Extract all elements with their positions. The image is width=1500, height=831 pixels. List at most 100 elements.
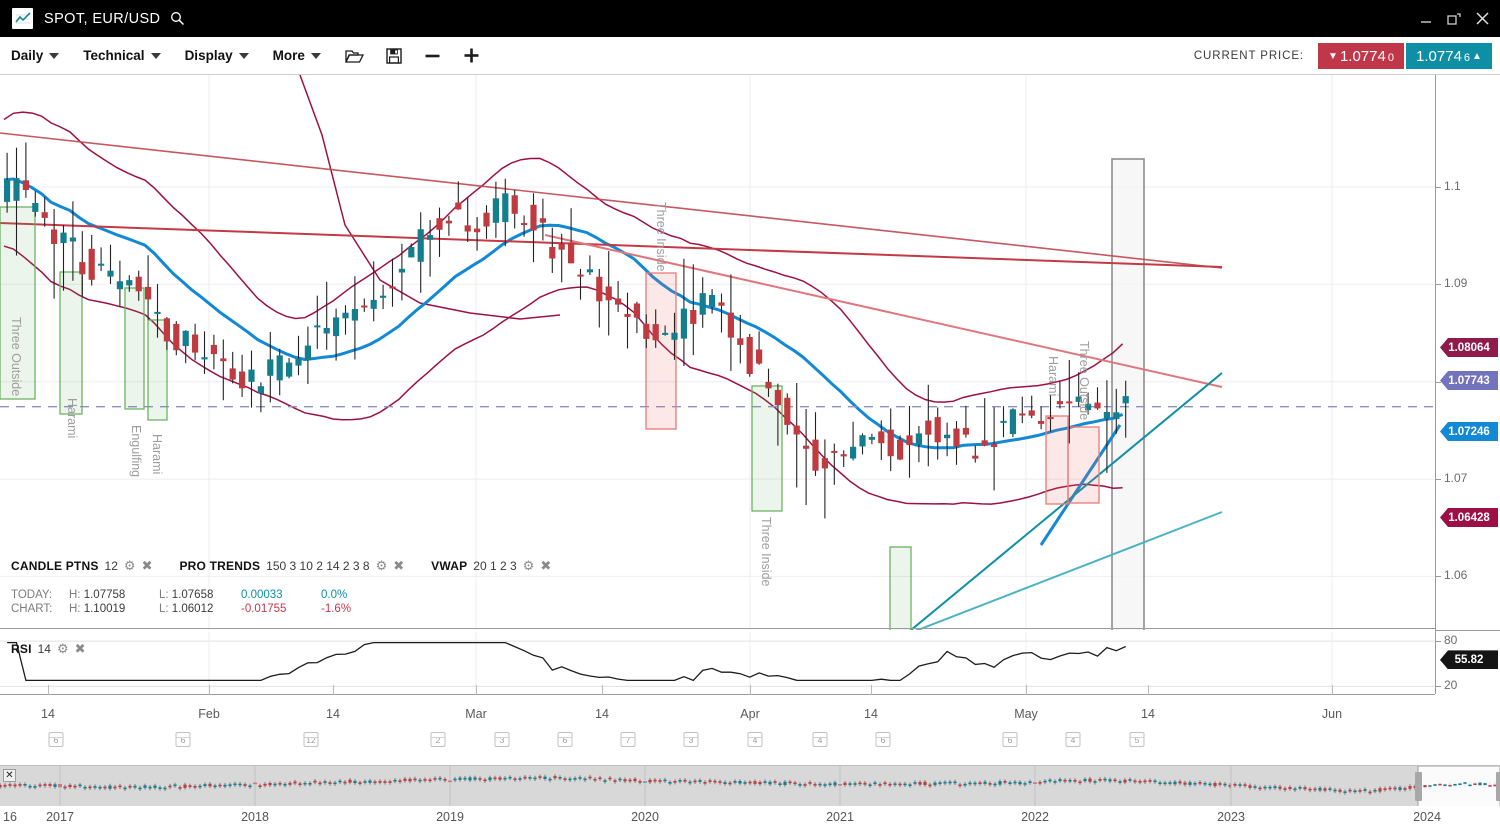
close-icon[interactable]: ✖	[74, 641, 86, 656]
navigator-year-label: 2022	[1021, 810, 1049, 824]
technical-menu[interactable]: Technical	[83, 48, 161, 63]
indicator-params: 12	[104, 559, 118, 573]
calendar-event-badge[interactable]: 5	[1129, 732, 1145, 747]
ask-price-badge[interactable]: 1.0774 6 ▲	[1406, 43, 1492, 69]
rsi-panel[interactable]	[0, 632, 1435, 694]
close-icon[interactable]: ✖	[141, 558, 153, 573]
more-menu[interactable]: More	[273, 48, 321, 63]
high-label: H:	[69, 603, 81, 615]
vwap-upper-band-marker[interactable]: 1.08064	[1440, 338, 1498, 357]
zoom-in-icon[interactable]	[463, 47, 480, 64]
search-icon[interactable]	[170, 11, 185, 26]
range-navigator[interactable]: ✕	[0, 765, 1500, 808]
ask-price-value: 1.0774	[1416, 47, 1462, 65]
svg-text:Harami: Harami	[1046, 356, 1060, 396]
date-tick	[333, 685, 334, 695]
indicator-name: VWAP	[431, 559, 468, 573]
save-disk-icon[interactable]	[386, 47, 402, 64]
economic-calendar-row[interactable]: 6 6 12 2 3 6 7 3 4 4 6 6 4 5	[0, 732, 1435, 760]
change-value: 0.00033	[241, 589, 283, 601]
indicator-pro-trends[interactable]: PRO TRENDS 150 3 10 2 14 2 3 8 ⚙ ✖	[179, 558, 404, 574]
price-tick-label: 1.09	[1444, 276, 1468, 291]
table-row: CHART: H: 1.10019 L: 1.06012 -0.01755 -1…	[11, 602, 401, 616]
bid-price-badge[interactable]: ▼ 1.0774 0	[1318, 43, 1404, 69]
date-tick	[602, 685, 603, 695]
high-label: H:	[69, 589, 81, 601]
date-tick-label: 14	[1141, 707, 1155, 721]
indicator-candle-patterns[interactable]: CANDLE PTNS 12 ⚙ ✖	[11, 558, 152, 574]
display-menu[interactable]: Display	[185, 48, 249, 63]
date-tick	[476, 685, 477, 695]
calendar-event-badge[interactable]: 3	[494, 732, 510, 747]
calendar-event-badge[interactable]: 6	[875, 732, 891, 747]
window-title: SPOT, EUR/USD	[44, 10, 161, 27]
calendar-event-badge[interactable]: 7	[620, 732, 636, 747]
date-tick	[1148, 685, 1149, 695]
close-icon[interactable]: ✖	[540, 558, 552, 573]
rsi-tick-label: 80	[1444, 633, 1458, 648]
ask-price-pip: 6	[1463, 52, 1471, 64]
navigator-year-label: 2021	[826, 810, 854, 824]
zoom-out-icon[interactable]	[424, 48, 441, 64]
restore-icon[interactable]	[1447, 12, 1461, 26]
calendar-event-badge[interactable]: 6	[1002, 732, 1018, 747]
navigator-year-label: 2023	[1217, 810, 1245, 824]
date-tick-label: Apr	[740, 707, 760, 721]
price-chart-canvas[interactable]: Three Outside Harami Engulfing Harami Three …	[0, 75, 1435, 630]
date-tick	[48, 685, 49, 695]
calendar-event-badge[interactable]: 6	[48, 732, 64, 747]
high-value: 1.10019	[83, 603, 126, 615]
rsi-plot	[0, 632, 1435, 694]
close-icon[interactable]	[1475, 11, 1490, 26]
svg-text:Engulfing: Engulfing	[129, 425, 143, 477]
calendar-event-badge[interactable]: 6	[175, 732, 191, 747]
gear-icon[interactable]: ⚙	[123, 558, 136, 573]
chevron-down-icon	[310, 52, 321, 59]
rsi-legend[interactable]: RSI 14 ⚙ ✖	[11, 641, 86, 657]
gear-icon[interactable]: ⚙	[56, 641, 69, 656]
calendar-event-badge[interactable]: 3	[683, 732, 699, 747]
date-tick-label: May	[1014, 707, 1038, 721]
calendar-event-badge[interactable]: 12	[303, 732, 319, 747]
high-value: 1.07758	[83, 589, 126, 601]
close-icon[interactable]: ✖	[393, 558, 405, 573]
minimize-icon[interactable]	[1420, 12, 1433, 25]
last-price-marker[interactable]: 1.07743	[1440, 371, 1498, 390]
date-axis[interactable]: 14 Feb 14 Mar 14 Apr 14 May 14 Jun	[0, 685, 1435, 730]
gear-icon[interactable]: ⚙	[522, 558, 535, 573]
calendar-event-badge[interactable]: 4	[747, 732, 763, 747]
price-axis[interactable]: 1.11.091.081.071.061.080641.077431.07246…	[1435, 75, 1500, 694]
indicator-name: CANDLE PTNS	[11, 559, 99, 573]
date-tick-label: Jun	[1321, 707, 1343, 721]
change-percent: -1.6%	[321, 603, 352, 615]
indicator-legend: CANDLE PTNS 12 ⚙ ✖ PRO TRENDS 150 3 10 2…	[11, 558, 571, 574]
calendar-event-badge[interactable]: 2	[430, 732, 446, 747]
price-tick	[1436, 381, 1441, 383]
calendar-event-badge[interactable]: 4	[812, 732, 828, 747]
date-tick-label: 14	[41, 707, 55, 721]
moving-average-marker[interactable]: 1.07246	[1440, 422, 1498, 441]
close-navigator-icon[interactable]: ✕	[3, 769, 16, 782]
candlestick-plot: Three Outside Harami Engulfing Harami Three …	[0, 75, 1435, 630]
rsi-name: RSI	[11, 642, 32, 656]
vwap-lower-band-marker[interactable]: 1.06428	[1440, 508, 1498, 527]
timeframe-menu[interactable]: Daily	[11, 48, 60, 63]
indicator-name: PRO TRENDS	[179, 559, 261, 573]
bid-price-pip: 0	[1387, 52, 1394, 64]
date-tick	[209, 685, 210, 695]
rsi-value-marker[interactable]: 55.82	[1440, 650, 1498, 670]
calendar-event-badge[interactable]: 4	[1065, 732, 1081, 747]
calendar-event-badge[interactable]: 6	[557, 732, 573, 747]
rsi-params: 14	[37, 642, 51, 656]
more-menu-label: More	[272, 48, 305, 63]
title-bar: SPOT, EUR/USD	[0, 0, 1500, 37]
chevron-down-icon	[49, 52, 60, 59]
date-tick	[1332, 685, 1333, 695]
open-folder-icon[interactable]	[344, 48, 364, 64]
gear-icon[interactable]: ⚙	[375, 558, 388, 573]
low-label: L:	[159, 603, 169, 615]
indicator-vwap[interactable]: VWAP 20 1 2 3 ⚙ ✖	[431, 558, 551, 574]
low-value: 1.07658	[171, 589, 214, 601]
rsi-tick	[1436, 686, 1441, 688]
